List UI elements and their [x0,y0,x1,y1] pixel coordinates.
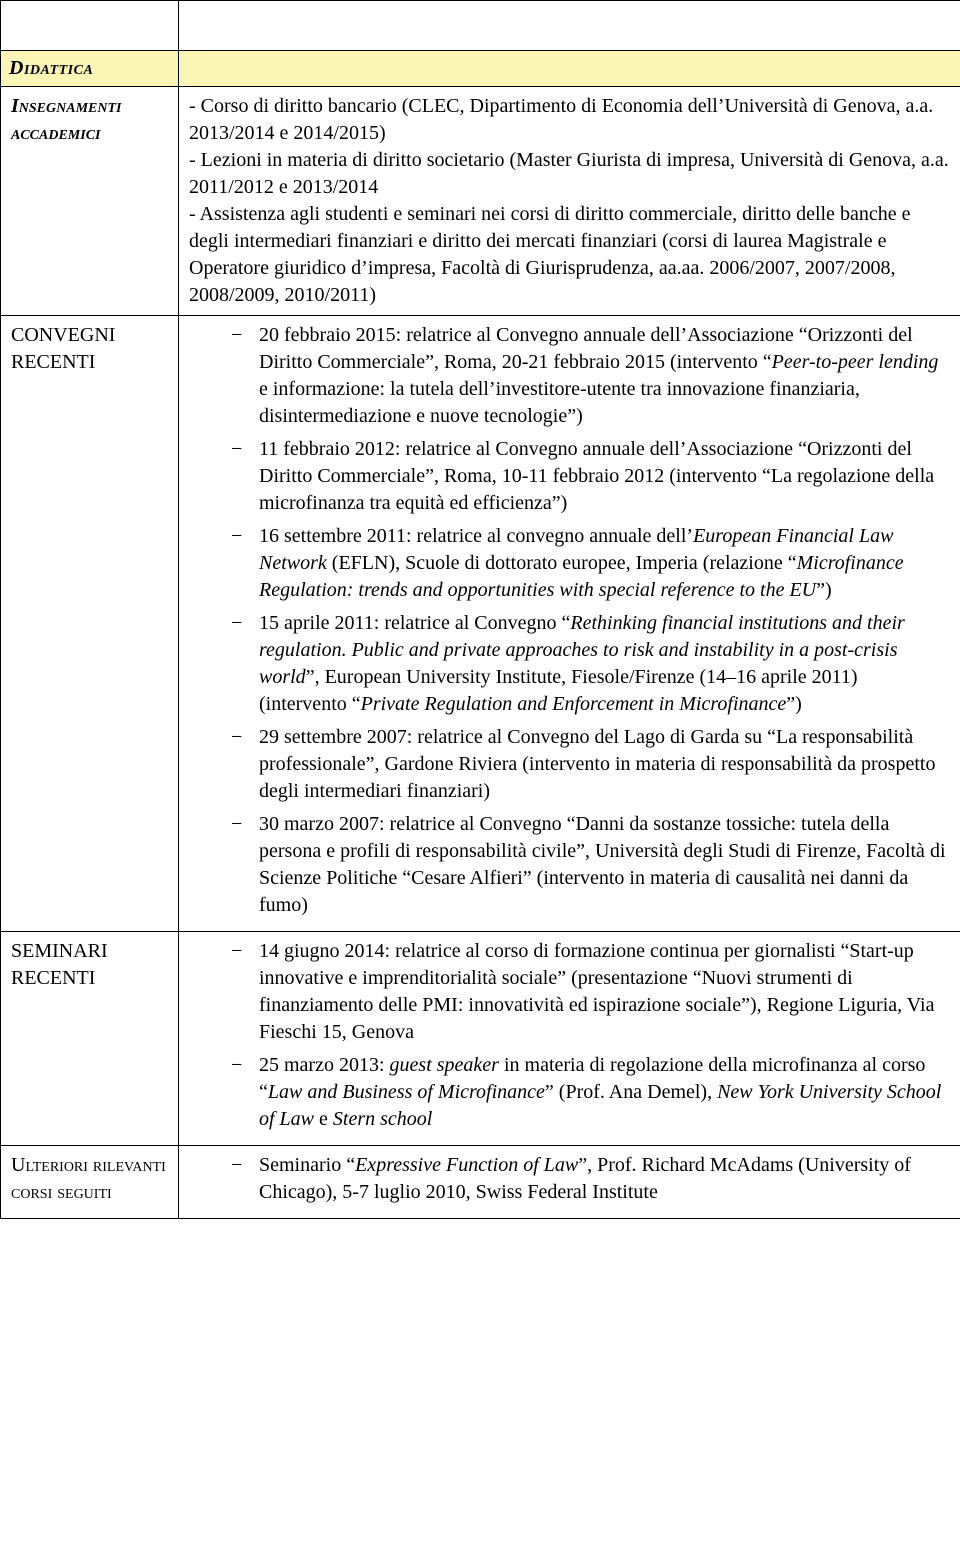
body-insegnamenti: - Corso di diritto bancario (CLEC, Dipar… [179,87,960,316]
list-item: 25 marzo 2013: guest speaker in materia … [231,1052,950,1133]
row-convegni: CONVEGNI RECENTI 20 febbraio 2015: relat… [1,316,960,932]
blank-left [1,1,179,51]
list-item: 14 giugno 2014: relatrice al corso di fo… [231,938,950,1046]
label-convegni: CONVEGNI RECENTI [1,316,179,932]
list-item: 20 febbraio 2015: relatrice al Convegno … [231,322,950,430]
list-item: 30 marzo 2007: relatrice al Convegno “Da… [231,811,950,919]
label-ulteriori: Ulteriori rilevanti corsi seguiti [1,1146,179,1219]
blank-row [1,1,960,51]
convegni-list: 20 febbraio 2015: relatrice al Convegno … [189,322,950,919]
list-item: 16 settembre 2011: relatrice al convegno… [231,523,950,604]
body-seminari: 14 giugno 2014: relatrice al corso di fo… [179,932,960,1146]
list-item: 11 febbraio 2012: relatrice al Convegno … [231,436,950,517]
list-item: 15 aprile 2011: relatrice al Convegno “R… [231,610,950,718]
blank-right [179,1,960,51]
body-ulteriori: Seminario “Expressive Function of Law”, … [179,1146,960,1219]
section-empty [179,51,960,87]
list-item: Seminario “Expressive Function of Law”, … [231,1152,950,1206]
ulteriori-list: Seminario “Expressive Function of Law”, … [189,1152,950,1206]
seminari-list: 14 giugno 2014: relatrice al corso di fo… [189,938,950,1133]
insegnamenti-text: - Corso di diritto bancario (CLEC, Dipar… [189,93,950,309]
body-convegni: 20 febbraio 2015: relatrice al Convegno … [179,316,960,932]
section-header-row: Didattica [1,51,960,87]
list-item: 29 settembre 2007: relatrice al Convegno… [231,724,950,805]
cv-table: Didattica Insegnamenti accademici - Cors… [0,0,960,1219]
row-ulteriori: Ulteriori rilevanti corsi seguiti Semina… [1,1146,960,1219]
label-seminari: SEMINARI RECENTI [1,932,179,1146]
row-seminari: SEMINARI RECENTI 14 giugno 2014: relatri… [1,932,960,1146]
label-insegnamenti: Insegnamenti accademici [1,87,179,316]
row-insegnamenti: Insegnamenti accademici - Corso di dirit… [1,87,960,316]
section-title: Didattica [1,51,179,87]
